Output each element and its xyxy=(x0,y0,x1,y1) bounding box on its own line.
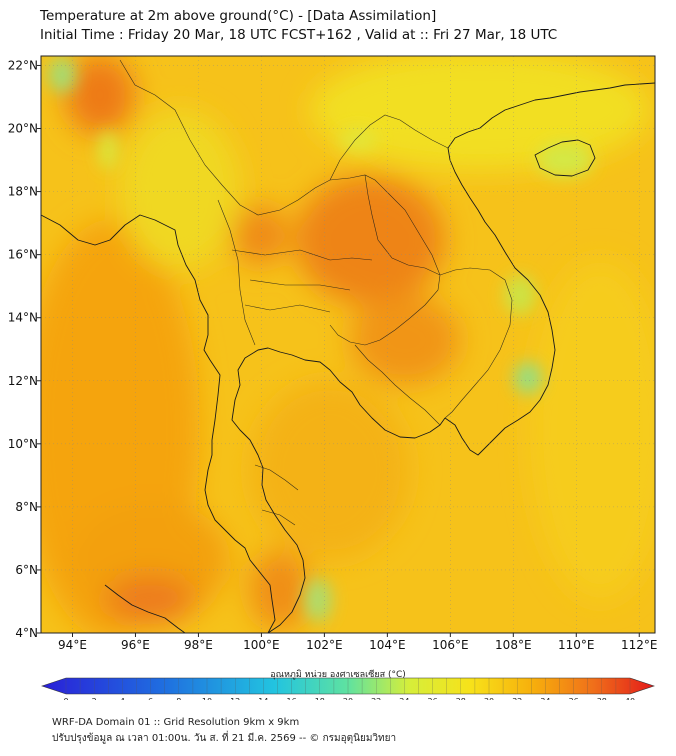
hot-sumatra xyxy=(105,575,195,625)
lat-tick-label: 12°N xyxy=(8,374,38,388)
longitude-axis: 94°E 96°E 98°E 100°E 102°E 104°E 106°E 108°E 110… xyxy=(58,633,658,652)
coast-gulf-of-thailand xyxy=(231,347,446,633)
lat-tick-label: 10°N xyxy=(8,437,38,451)
hot-cambodia xyxy=(350,295,460,385)
border-cambodia-vietnam xyxy=(439,267,513,419)
north-yellow xyxy=(310,56,650,170)
colorbar-tick-label: 38 xyxy=(597,697,607,700)
hot-north-thailand xyxy=(232,205,288,265)
colorbar-tick-label: 22 xyxy=(371,697,381,700)
hot-northeast-thailand xyxy=(295,175,445,305)
lat-tick-label: 22°N xyxy=(8,58,38,72)
lat-tick-label: 20°N xyxy=(8,122,38,136)
lon-tick-label: 104°E xyxy=(369,638,406,652)
lon-tick-label: 112°E xyxy=(621,638,658,652)
lon-tick-label: 102°E xyxy=(306,638,343,652)
border-thailand-cambodia xyxy=(354,344,441,426)
border-north xyxy=(119,59,441,346)
colorbar-tick-label: 8 xyxy=(176,697,181,700)
colorbar-tick-label: 0 xyxy=(63,697,68,700)
colorbar-tick-label: 24 xyxy=(399,697,409,700)
colorbar-tick-label: 28 xyxy=(456,697,466,700)
colorbar-tick-label: 36 xyxy=(569,697,579,700)
footer-model-info: WRF-DA Domain 01 :: Grid Resolution 9km … xyxy=(52,717,300,728)
lon-tick-label: 94°E xyxy=(58,638,87,652)
lat-tick-label: 6°N xyxy=(15,563,38,577)
country-borders xyxy=(119,59,513,526)
hot-north-myanmar xyxy=(65,56,135,135)
lon-tick-label: 98°E xyxy=(184,638,213,652)
coast-myanmar-andaman xyxy=(41,214,276,633)
border-mekong xyxy=(364,174,441,276)
hot-malaysia xyxy=(250,550,310,630)
border-myanmar-thailand xyxy=(217,199,256,346)
cool-patch-hainan xyxy=(537,142,593,178)
map-title: Temperature at 2m above ground(°C) - [Da… xyxy=(40,8,437,24)
lon-tick-label: 96°E xyxy=(121,638,150,652)
lon-tick-label: 100°E xyxy=(243,638,280,652)
lon-tick-label: 110°E xyxy=(558,638,595,652)
temperature-map: 22°N 20°N 18°N 16°N 14°N 12°N 10°N 8°N 6°N 4°N 94… xyxy=(8,55,658,700)
colorbar-tick-label: 18 xyxy=(315,697,325,700)
lat-tick-label: 16°N xyxy=(8,248,38,262)
cool-patch-laos xyxy=(338,128,378,152)
coast-sumatra xyxy=(104,584,186,633)
lat-tick-label: 4°N xyxy=(15,626,38,640)
coastlines xyxy=(41,82,655,633)
map-frame xyxy=(40,55,656,634)
colorbar-tick-label: 2 xyxy=(92,697,97,700)
lat-tick-label: 8°N xyxy=(15,500,38,514)
gulf-warm xyxy=(250,380,410,560)
colorbar-tick-label: 16 xyxy=(287,697,297,700)
latitude-axis: 22°N 20°N 18°N 16°N 14°N 12°N 10°N 8°N 6°N 4°N xyxy=(8,58,41,640)
lon-tick-label: 108°E xyxy=(495,638,532,652)
colorbar-tick-label: 12 xyxy=(230,697,240,700)
border-malaysia xyxy=(254,464,299,526)
colorbar-title: อุณหภูมิ หน่วย องศาเซลเซียส (°C) xyxy=(270,670,406,680)
map-subtitle: Initial Time : Friday 20 Mar, 18 UTC FCS… xyxy=(40,27,558,43)
colorbar: 0246810121416182022242628303234363840 xyxy=(41,677,655,700)
colorbar-tick-label: 30 xyxy=(484,697,494,700)
province-lines xyxy=(231,249,373,313)
cool-patch-nw xyxy=(48,57,76,93)
colorbar-tick-label: 40 xyxy=(625,697,635,700)
colorbar-tick-label: 6 xyxy=(148,697,153,700)
graticule xyxy=(41,56,655,633)
colorbar-tick-label: 10 xyxy=(202,697,212,700)
coast-hainan xyxy=(534,139,596,177)
scs-field xyxy=(530,260,655,600)
border-laos-china xyxy=(329,114,449,181)
lat-tick-label: 14°N xyxy=(8,311,38,325)
myanmar-yellow xyxy=(120,110,240,270)
colorbar-tick-label: 20 xyxy=(343,697,353,700)
colorbar-tick-label: 34 xyxy=(540,697,550,700)
cool-patch-malaysia xyxy=(304,578,332,622)
cool-patch-vietnam-south xyxy=(514,362,542,394)
coast-vietnam-china xyxy=(444,82,655,456)
lat-tick-label: 18°N xyxy=(8,185,38,199)
cool-patch-myanmar xyxy=(98,130,118,170)
colorbar-tick-label: 4 xyxy=(120,697,125,700)
colorbar-tick-label: 32 xyxy=(512,697,522,700)
lon-tick-label: 106°E xyxy=(432,638,469,652)
temperature-field xyxy=(41,56,655,633)
colorbar-tick-label: 14 xyxy=(258,697,268,700)
colorbar-tick-label: 26 xyxy=(428,697,438,700)
colorbar-ticks: 0246810121416182022242628303234363840 xyxy=(63,678,635,700)
footer-update-info: ปรับปรุงข้อมูล ณ เวลา 01:00น. วัน ส. ที่… xyxy=(52,733,397,744)
cool-patch-vietnam xyxy=(504,275,536,315)
